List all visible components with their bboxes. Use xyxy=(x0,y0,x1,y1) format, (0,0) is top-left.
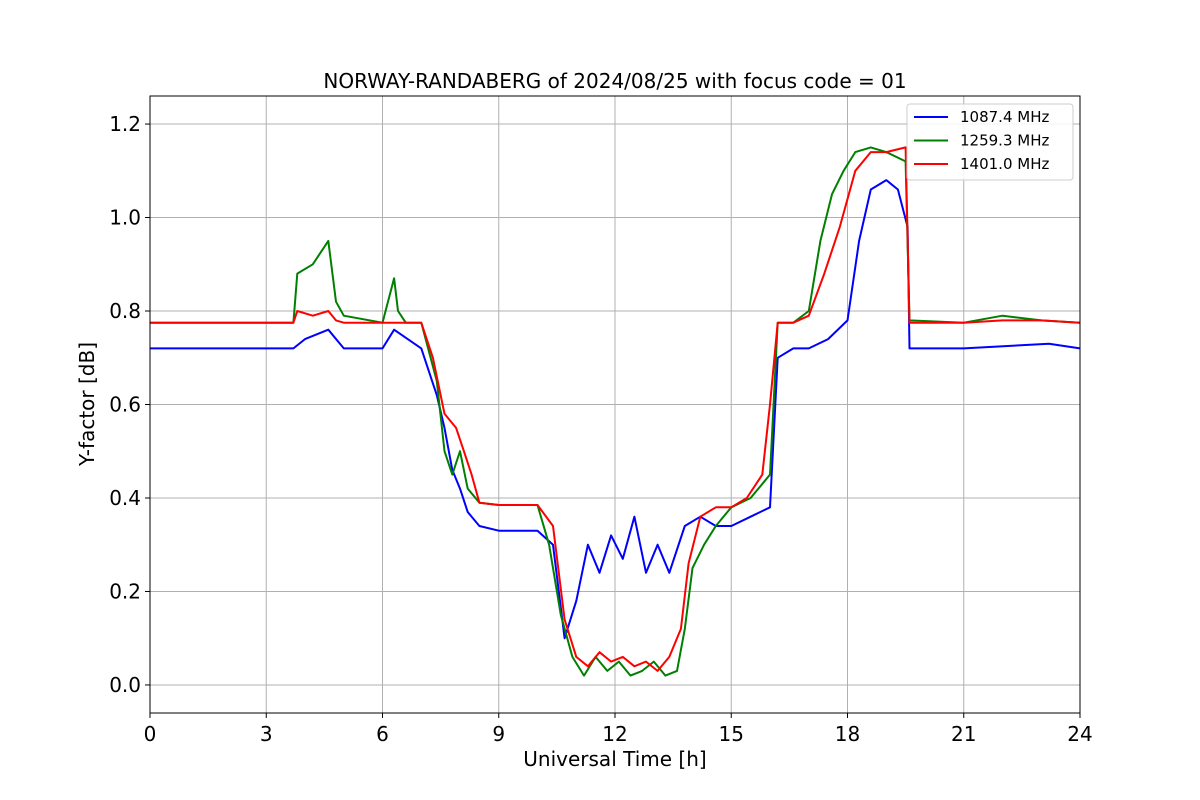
y-tick-label: 0.0 xyxy=(109,673,141,697)
x-tick-label: 24 xyxy=(1067,722,1092,746)
y-tick-label: 0.6 xyxy=(109,393,141,417)
legend-label: 1401.0 MHz xyxy=(960,155,1049,173)
ticks: 0 3 6 9 12 15 18 21 24 0.0 0.2 0.4 0.6 0.8 1.0 1.2 xyxy=(109,112,1093,746)
y-tick-label: 1.0 xyxy=(109,206,141,230)
series-line xyxy=(150,146,1081,672)
y-axis-title: Y-factor [dB] xyxy=(75,342,99,467)
legend-label: 1087.4 MHz xyxy=(960,108,1049,126)
x-tick-label: 0 xyxy=(144,722,157,746)
x-tick-label: 12 xyxy=(602,722,627,746)
series-line xyxy=(150,179,1081,640)
y-tick-label: 0.4 xyxy=(109,486,141,510)
legend-label: 1259.3 MHz xyxy=(960,132,1049,150)
x-tick-label: 18 xyxy=(835,722,860,746)
x-tick-label: 6 xyxy=(376,722,389,746)
y-tick-label: 0.8 xyxy=(109,299,141,323)
series-line xyxy=(150,146,1081,677)
x-axis-title: Universal Time [h] xyxy=(523,747,706,771)
y-tick-label: 1.2 xyxy=(109,112,141,136)
chart-title: NORWAY-RANDABERG of 2024/08/25 with focu… xyxy=(323,69,906,93)
x-tick-label: 21 xyxy=(951,722,976,746)
x-tick-label: 15 xyxy=(719,722,744,746)
series-layer xyxy=(150,146,1081,677)
x-tick-label: 9 xyxy=(492,722,505,746)
y-tick-label: 0.2 xyxy=(109,579,141,603)
legend: 1087.4 MHz 1259.3 MHz 1401.0 MHz xyxy=(906,103,1074,181)
x-tick-label: 3 xyxy=(260,722,273,746)
legend-box xyxy=(906,103,1074,181)
